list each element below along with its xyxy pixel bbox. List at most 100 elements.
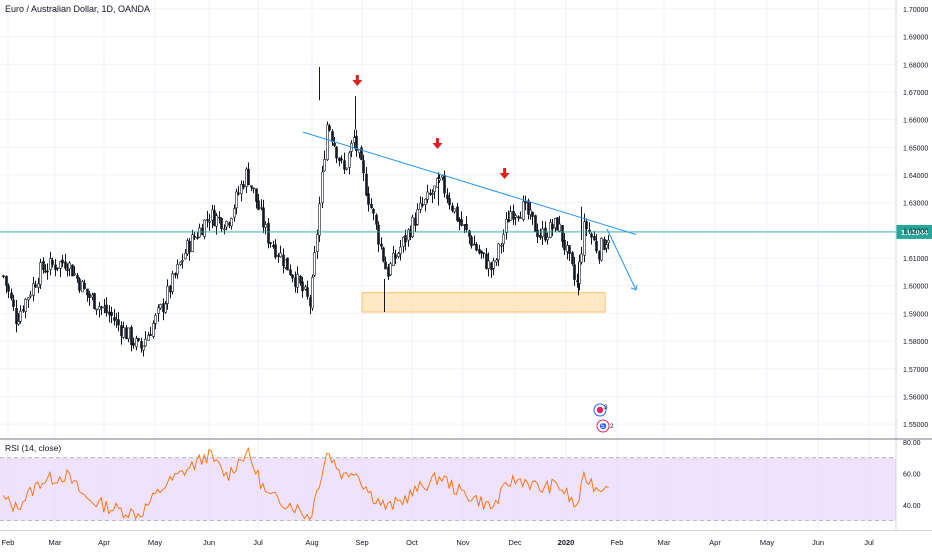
- candle-up: [191, 234, 194, 252]
- candle-up: [157, 307, 160, 314]
- time-axis-label: May: [760, 538, 774, 547]
- candle-down: [333, 142, 336, 146]
- candle-up: [605, 244, 608, 249]
- candle-up: [313, 252, 316, 276]
- candle-down: [88, 293, 91, 298]
- candle-up: [184, 252, 187, 260]
- down-arrow-marker-icon[interactable]: [352, 75, 363, 86]
- candle-up: [549, 221, 552, 238]
- price-axis-label: 1.61000: [903, 256, 928, 263]
- candle-down: [301, 281, 304, 292]
- candle-up: [127, 327, 130, 340]
- candle-down: [274, 244, 277, 258]
- price-axis-label: 1.59000: [903, 311, 928, 318]
- support-zone-layer[interactable]: [361, 292, 606, 313]
- price-axis-label: 1.70000: [903, 7, 928, 14]
- candle-up: [233, 208, 236, 218]
- projection-arrow-line[interactable]: [606, 228, 637, 291]
- time-axis-label: Jun: [812, 538, 824, 547]
- candle-down: [291, 274, 294, 279]
- rsi-band: [0, 457, 896, 521]
- candle-up: [203, 219, 206, 237]
- candle-down: [585, 221, 588, 229]
- candle-up: [323, 159, 326, 172]
- candle-down: [56, 267, 59, 270]
- rsi-axis-label: 40.00: [903, 503, 921, 510]
- candle-up: [230, 218, 233, 227]
- candle-up: [181, 260, 184, 262]
- time-axis-label: Aug: [305, 538, 318, 547]
- candle-down: [573, 264, 576, 280]
- candle-down: [66, 269, 69, 271]
- candle-down: [507, 218, 510, 223]
- candle-down: [78, 278, 81, 291]
- candle-up: [17, 321, 20, 325]
- candle-down: [377, 224, 380, 245]
- candle-down: [34, 284, 37, 288]
- candle-down: [331, 131, 334, 142]
- candle-up: [505, 218, 508, 234]
- candle-down: [480, 250, 483, 254]
- event-badge-dot-icon: [599, 422, 607, 430]
- down-arrow-marker-icon[interactable]: [499, 168, 510, 179]
- candle-up: [600, 237, 603, 261]
- price-axis-label: 1.57000: [903, 367, 928, 374]
- candle-down: [100, 306, 103, 309]
- candle-down: [242, 184, 245, 188]
- candle-down: [110, 311, 113, 317]
- candle-down: [267, 222, 270, 244]
- candle-down: [370, 203, 373, 209]
- drawing-layer[interactable]: 1.61944 3 5 2: [0, 75, 932, 433]
- resistance-trendline[interactable]: [302, 131, 637, 236]
- time-axis-label: May: [148, 538, 162, 547]
- candle-down: [460, 219, 463, 226]
- candle-down: [120, 325, 123, 337]
- candle-down: [475, 243, 478, 251]
- candle-down: [362, 160, 365, 174]
- candle-down: [218, 216, 221, 219]
- candle-up: [171, 273, 174, 292]
- candle-up: [546, 237, 549, 241]
- candle-down: [593, 236, 596, 241]
- event-badge-count: 2: [610, 423, 614, 430]
- candle-up: [68, 262, 71, 270]
- candle-up: [397, 253, 400, 257]
- candle-down: [10, 292, 13, 299]
- candle-down: [299, 275, 302, 284]
- candle-down: [468, 230, 471, 237]
- candle-up: [509, 211, 512, 221]
- price-axis-label: 1.65000: [903, 145, 928, 152]
- price-axis-label: 1.62000: [903, 228, 928, 235]
- support-zone-rect[interactable]: [361, 292, 606, 313]
- candle-up: [296, 273, 299, 288]
- candle-up: [225, 220, 228, 228]
- candle-down: [394, 254, 397, 259]
- down-arrow-marker-icon[interactable]: [432, 138, 443, 149]
- candle-up: [321, 171, 324, 204]
- price-axis-label: 1.58000: [903, 339, 928, 346]
- candle-down: [237, 192, 240, 195]
- candle-down: [595, 241, 598, 252]
- candle-up: [179, 261, 182, 266]
- projection-arrowhead-icon[interactable]: [630, 284, 638, 291]
- candle-down: [15, 308, 18, 325]
- candle-up: [147, 335, 150, 341]
- candle-down: [517, 216, 520, 218]
- price-axis-label: 1.66000: [903, 118, 928, 125]
- candle-down: [12, 299, 15, 307]
- candle-up: [607, 239, 610, 243]
- candle-down: [446, 194, 449, 200]
- candle-up: [81, 281, 84, 293]
- candle-down: [140, 341, 143, 349]
- candle-up: [176, 263, 179, 275]
- candle-up: [37, 283, 40, 288]
- candle-down: [531, 211, 534, 217]
- candle-up: [215, 215, 218, 227]
- candle-down: [196, 237, 199, 239]
- time-axis-label: Oct: [406, 538, 419, 547]
- last-price-badge: [896, 224, 932, 239]
- candle-up: [144, 338, 147, 347]
- candle-down: [306, 287, 309, 297]
- candle-down: [328, 125, 331, 131]
